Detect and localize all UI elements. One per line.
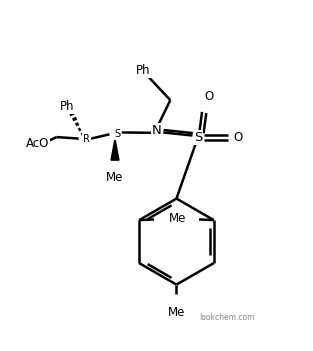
Text: S: S — [194, 131, 202, 144]
Text: O: O — [204, 90, 213, 103]
Text: lookchem.com: lookchem.com — [199, 312, 255, 322]
Polygon shape — [111, 139, 119, 160]
Text: N: N — [151, 124, 162, 138]
Text: Ph: Ph — [60, 100, 74, 113]
Text: AcO: AcO — [26, 137, 49, 150]
Text: Me: Me — [168, 212, 186, 225]
Text: Me: Me — [168, 306, 185, 319]
Text: Me: Me — [167, 212, 185, 225]
Text: O: O — [233, 131, 243, 144]
Text: Me: Me — [106, 171, 124, 184]
Text: S: S — [114, 129, 121, 139]
Text: R: R — [83, 134, 90, 144]
Text: Ph: Ph — [136, 65, 150, 78]
